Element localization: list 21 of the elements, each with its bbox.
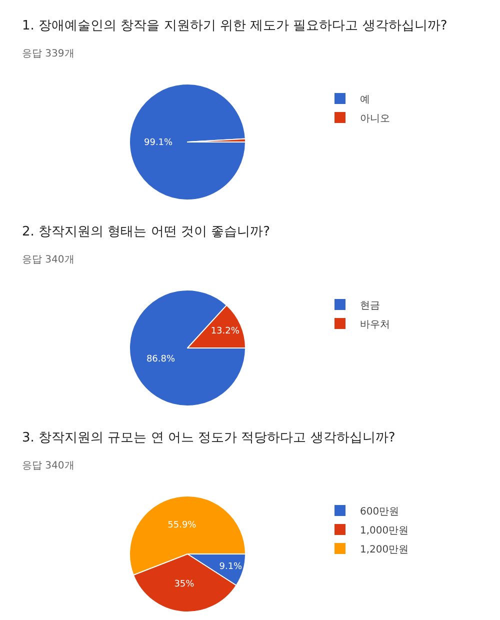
text: 응답 340개 (22, 254, 74, 266)
text: 응답 339개 (22, 48, 74, 60)
data-label: 86.8% (146, 354, 176, 365)
chart-title: 3. 창작지원의 규모는 연 어느 정도가 적당하다고 생각하십니까? (22, 430, 396, 446)
data-label: 55.9% (168, 520, 197, 530)
chart-title: 2. 창작지원의 형태는 어떤 것이 좋습니까? (22, 224, 270, 240)
pie-slice (129, 84, 246, 200)
data-label: 35% (174, 580, 195, 590)
data-label: 9.1% (219, 562, 243, 572)
text: 응답 340개 (22, 460, 74, 472)
legend-label: 1,000만원 (360, 525, 409, 536)
legend-label: 바우처 (360, 319, 390, 330)
legend-label: 600만원 (360, 506, 400, 518)
legend-label: 1,200만원 (360, 544, 409, 556)
pie-slice (129, 290, 246, 406)
data-label: 13.2% (210, 326, 240, 336)
legend-label: 현금 (360, 300, 380, 312)
data-label: 99.1% (144, 138, 174, 148)
legend-label: 예 (360, 94, 370, 106)
chart-title: 1. 장애예술인의 창작을 지원하기 위한 제도가 필요하다고 생각하십니까? (22, 18, 448, 34)
legend-label: 아니오 (360, 113, 390, 124)
